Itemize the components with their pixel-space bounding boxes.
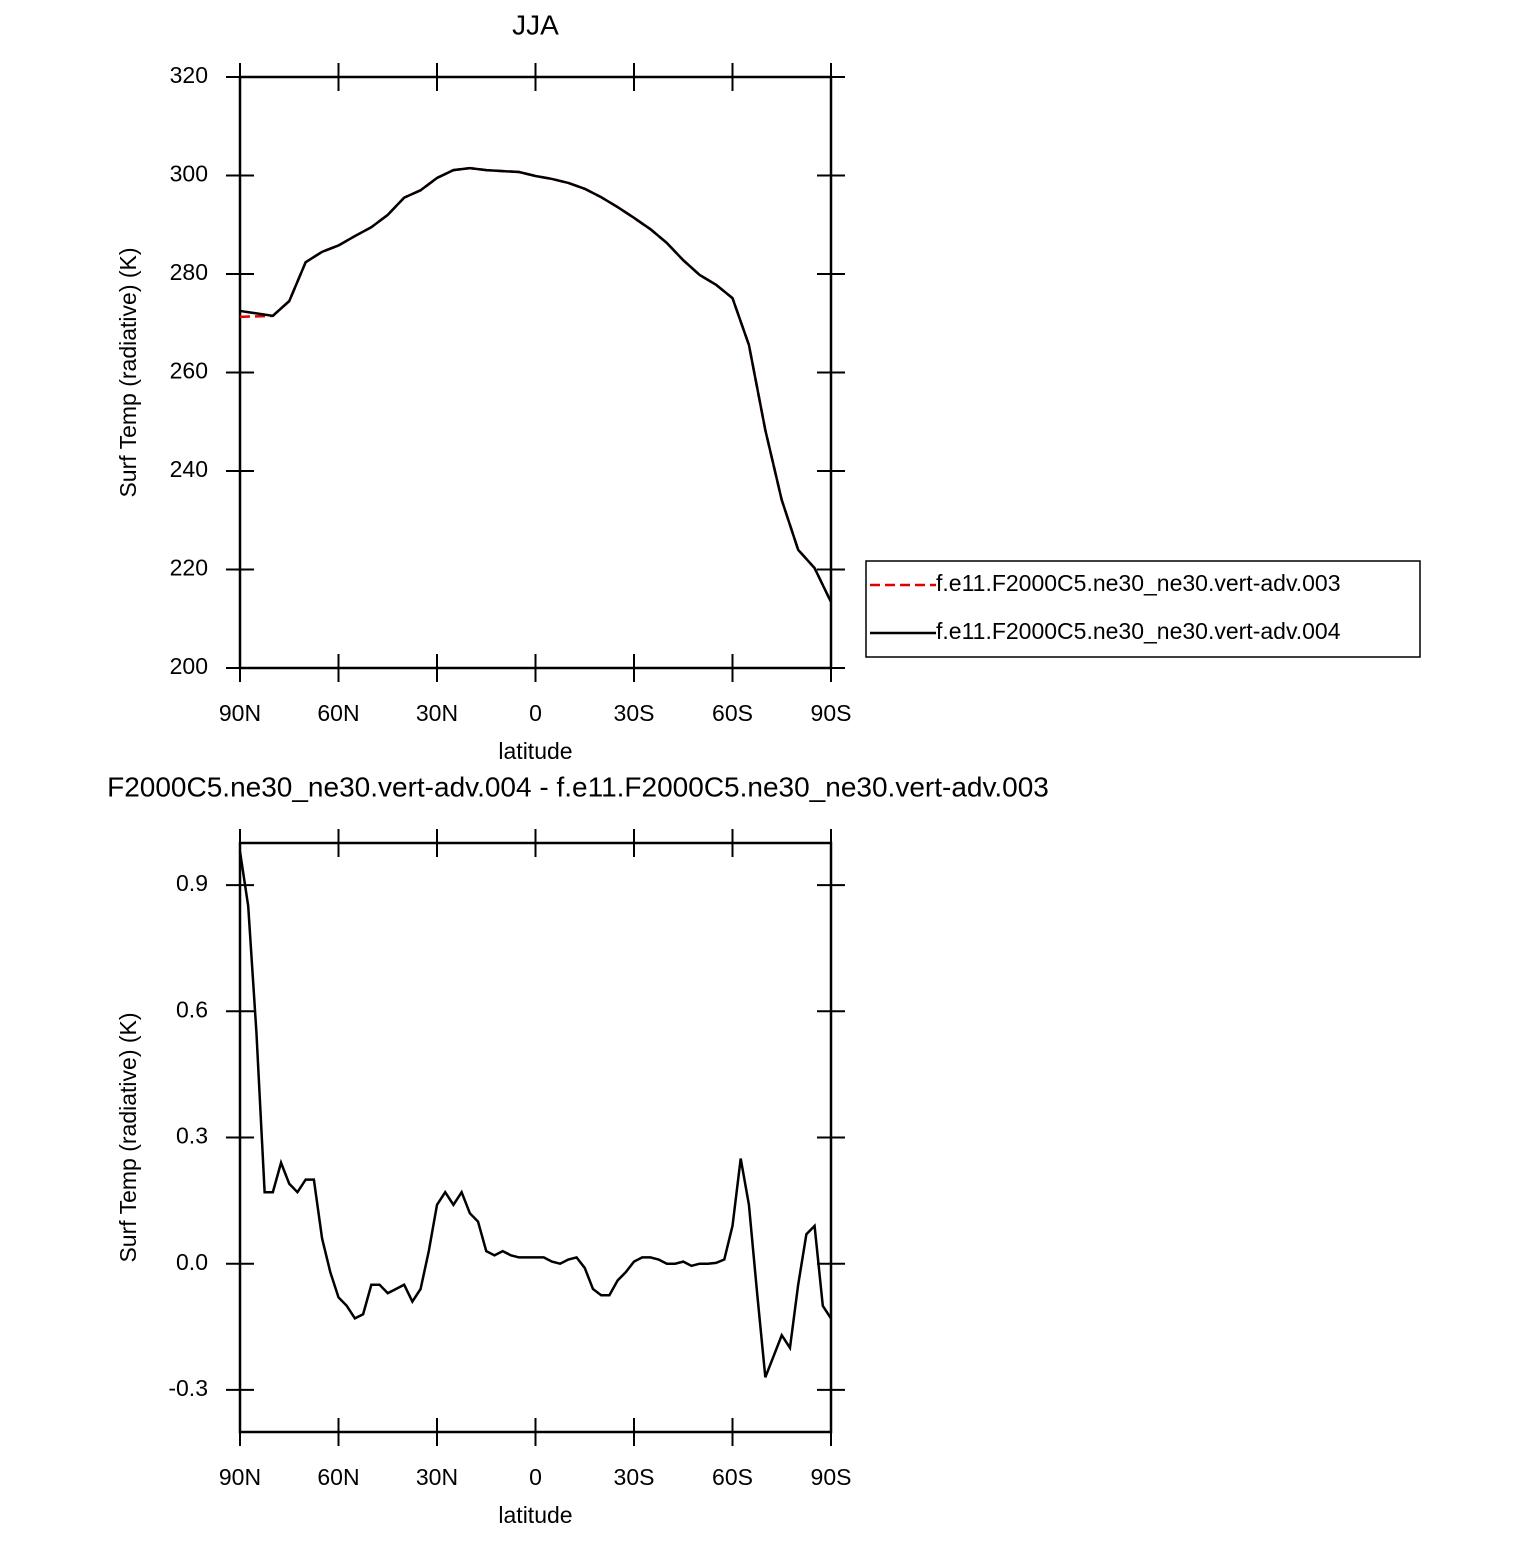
y-tick-label: 280: [170, 259, 208, 285]
x-tick-label: 0: [529, 700, 542, 726]
x-tick-label: 90N: [219, 700, 261, 726]
y-tick-label: 240: [170, 456, 208, 482]
y-tick-label: 320: [170, 62, 208, 88]
y-tick-label: 0.9: [176, 870, 208, 896]
x-axis-label: latitude: [498, 1502, 572, 1528]
y-axis-label: Surf Temp (radiative) (K): [115, 247, 141, 497]
x-tick-label: 30N: [416, 1464, 458, 1490]
x-tick-label: 90S: [811, 700, 852, 726]
legend-label: f.e11.F2000C5.ne30_ne30.vert-adv.004: [936, 618, 1341, 644]
chart-title: F2000C5.ne30_ne30.vert-adv.004 - f.e11.F…: [107, 771, 1049, 802]
chart-title: JJA: [512, 9, 559, 40]
x-axis-label: latitude: [498, 738, 572, 764]
y-tick-label: 200: [170, 653, 208, 679]
y-tick-label: -0.3: [168, 1375, 208, 1401]
x-tick-label: 90S: [811, 1464, 852, 1490]
plot-frame: [238, 841, 833, 1434]
x-tick-label: 30S: [614, 1464, 655, 1490]
data-line: [238, 851, 833, 1378]
x-tick-label: 90N: [219, 1464, 261, 1490]
x-tick-label: 30S: [614, 700, 655, 726]
x-tick-label: 60S: [712, 700, 753, 726]
x-tick-label: 30N: [416, 700, 458, 726]
x-tick-label: 60N: [317, 700, 359, 726]
x-tick-label: 60N: [317, 1464, 359, 1490]
y-tick-label: 260: [170, 358, 208, 384]
legend-label: f.e11.F2000C5.ne30_ne30.vert-adv.003: [936, 570, 1341, 596]
y-tick-label: 0.3: [176, 1123, 208, 1149]
y-tick-label: 300: [170, 161, 208, 187]
y-tick-label: 0.6: [176, 996, 208, 1022]
plot-frame: [238, 75, 833, 670]
data-line: [239, 166, 833, 603]
data-line: [239, 166, 833, 603]
y-axis-label: Surf Temp (radiative) (K): [115, 1012, 141, 1262]
x-tick-label: 0: [529, 1464, 542, 1490]
y-tick-label: 0.0: [176, 1249, 208, 1275]
legend-box: [865, 560, 1421, 658]
x-tick-label: 60S: [712, 1464, 753, 1490]
y-tick-label: 220: [170, 555, 208, 581]
